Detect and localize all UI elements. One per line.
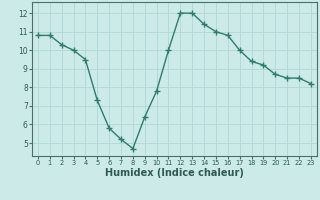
X-axis label: Humidex (Indice chaleur): Humidex (Indice chaleur) [105, 168, 244, 178]
